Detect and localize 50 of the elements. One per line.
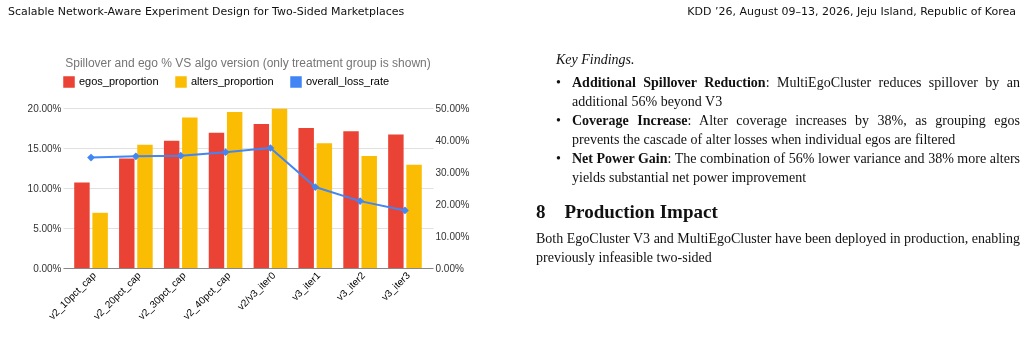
bar [119,158,135,268]
y-tick-label: 5.00% [33,222,62,234]
y2-tick-label: 30.00% [435,166,470,178]
y2-tick-label: 0.00% [435,262,464,274]
text: • [556,74,561,92]
text: Coverage Increase [572,113,688,128]
text: 8 Production Impact [536,201,719,223]
bar [253,124,270,268]
bar [388,134,404,268]
legend-label: overall_loss_rate [306,75,390,87]
y-tick-label: 0.00% [33,262,62,274]
legend-label: alters_proportion [191,75,274,87]
bar [92,212,108,268]
bar [316,143,333,268]
bar [208,132,225,268]
y2-tick-label: 40.00% [435,134,470,146]
point [401,206,409,215]
bar [298,128,314,268]
bar [271,108,288,268]
text: Both EgoCluster V3 and MultiEgoCluster have been deployed in production, enabling previously infeasible two-sided [536,230,1020,267]
bar [137,144,153,268]
bar [163,140,180,268]
point [87,153,95,162]
point [266,144,275,152]
point [356,197,364,205]
y2-tick-label: 10.00% [435,230,470,242]
y2-tick-label: 20.00% [435,198,470,210]
point [176,151,185,160]
legend-label: egos_proportion [79,75,159,87]
point [132,152,140,161]
bar [226,112,243,268]
y-tick-label: 10.00% [27,182,62,194]
bar [406,164,422,268]
text: • [556,150,561,168]
bar [343,131,359,268]
text: • [556,112,561,130]
text: Additional Spillover Reduction [572,75,766,90]
bar [182,117,198,268]
text: Scalable Network-Aware Experiment Design for Two-Sided Marketplaces [8,5,405,18]
text: Net Power Gain [572,151,668,166]
text: Key Findings. [556,51,636,69]
point [221,148,230,157]
chart-title: Spillover and ego % VS algo version (only treatment group is shown) [65,56,431,70]
bar [361,156,377,268]
bar [74,182,90,268]
point [311,183,320,191]
y-tick-label: 20.00% [27,102,62,114]
y-tick-label: 15.00% [27,142,62,154]
y2-tick-label: 50.00% [435,102,470,114]
text: KDD ’26, August 09–13, 2026, Jeju Island, Republic of Korea [687,5,1016,18]
